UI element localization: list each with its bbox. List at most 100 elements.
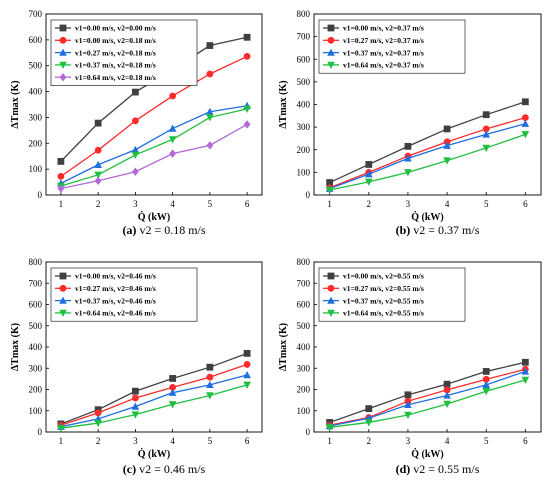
panel-caption: (a) v2 = 0.18 m/s — [122, 223, 205, 237]
series-line — [60, 123, 248, 190]
y-tick-label: 100 — [29, 164, 43, 174]
data-point — [482, 380, 491, 389]
data-point — [131, 394, 139, 402]
series-line — [60, 363, 248, 426]
data-point — [443, 380, 451, 388]
legend-marker — [59, 61, 67, 69]
data-point — [365, 161, 373, 168]
x-axis-label: Q̇ (kW) — [411, 210, 444, 223]
y-tick-label: 400 — [297, 342, 311, 352]
legend-marker — [59, 284, 67, 292]
legend-marker — [59, 48, 67, 56]
caption-text: v2 = 0.18 m/s — [139, 223, 205, 237]
data-point — [443, 386, 451, 394]
data-point — [168, 124, 177, 132]
data-point — [521, 367, 530, 375]
series-line — [329, 101, 526, 184]
legend-label: v1=0.00 m/s, v2=0.55 m/s — [343, 272, 424, 281]
legend-marker — [59, 272, 67, 280]
y-tick-label: 0 — [38, 427, 43, 437]
series-line — [329, 123, 526, 190]
x-tick-label: 3 — [133, 199, 138, 209]
legend-marker — [327, 284, 335, 292]
legend-marker — [327, 48, 335, 56]
x-tick-label: 5 — [208, 436, 213, 446]
legend-label: v1=0.37 m/s, v2=0.55 m/s — [343, 296, 424, 305]
data-point — [243, 349, 251, 357]
y-tick-label: 100 — [29, 406, 43, 416]
y-tick-label: 0 — [38, 190, 43, 200]
legend-label: v1=0.37 m/s, v2=0.46 m/s — [75, 296, 156, 305]
panel-caption: (b) v2 = 0.37 m/s — [396, 223, 480, 237]
legend-label: v1=0.27 m/s, v2=0.18 m/s — [75, 48, 156, 57]
y-tick-label: 200 — [297, 385, 311, 395]
x-tick-label: 2 — [367, 436, 372, 446]
caption-text: v2 = 0.55 m/s — [413, 462, 479, 476]
panel-b: 0 100 200 300 400 500 600 700 800 1 2 3 4 5 6 Q̇ (kW) ΔT… — [278, 9, 542, 237]
data-point — [243, 381, 251, 389]
x-tick-label: 6 — [523, 199, 528, 209]
legend-label: v1=0.27 m/s, v2=0.46 m/s — [75, 284, 156, 293]
y-tick-label: 700 — [29, 9, 43, 19]
y-tick-label: 300 — [29, 363, 43, 373]
legend-label: v1=0.37 m/s, v2=0.37 m/s — [343, 48, 424, 57]
data-point — [94, 119, 102, 127]
legend-marker — [327, 309, 335, 317]
legend-marker — [59, 24, 67, 32]
legend-marker — [327, 24, 335, 32]
data-point — [94, 176, 102, 185]
series-line — [60, 105, 248, 184]
data-point — [443, 400, 451, 408]
y-tick-label: 700 — [29, 278, 43, 288]
legend-label: v1=0.27 m/s, v2=0.55 m/s — [343, 284, 424, 293]
y-tick-label: 600 — [29, 300, 43, 310]
data-point — [57, 184, 65, 193]
legend: v1=0.00 m/s, v2=0.00 m/s v1=0.00 m/s, v2=… — [50, 19, 198, 86]
series-line — [329, 361, 526, 424]
data-point — [443, 125, 451, 133]
y-tick-label: 300 — [29, 112, 43, 122]
data-point — [206, 373, 214, 381]
panel-d: 0 100 200 300 400 500 600 700 800 1 2 3 4 5 6 Q̇ (kW) ΔT… — [278, 257, 542, 476]
data-point — [94, 171, 102, 179]
data-point — [169, 383, 177, 391]
data-point — [404, 142, 412, 150]
data-point — [94, 419, 102, 428]
data-point — [131, 151, 140, 159]
x-tick-label: 1 — [327, 436, 332, 446]
data-point — [243, 53, 251, 60]
series-line — [60, 384, 248, 429]
x-tick-label: 1 — [59, 436, 64, 446]
legend: v1=0.00 m/s, v2=0.37 m/s v1=0.27 m/s, v2=… — [318, 19, 466, 74]
y-tick-label: 400 — [29, 342, 43, 352]
data-point — [94, 160, 102, 168]
data-point — [482, 368, 490, 375]
data-point — [482, 111, 490, 119]
legend-marker — [59, 36, 67, 44]
series-line — [60, 374, 248, 428]
x-tick-label: 6 — [245, 199, 250, 209]
legend-label: v1=0.64 m/s, v2=0.37 m/s — [343, 61, 424, 70]
data-point — [364, 178, 373, 186]
legend: v1=0.00 m/s, v2=0.46 m/s v1=0.27 m/s, v2=… — [50, 267, 198, 322]
panel-caption: (c) v2 = 0.46 m/s — [123, 462, 206, 476]
data-point — [206, 107, 214, 115]
y-tick-label: 100 — [297, 167, 311, 177]
data-point — [325, 186, 334, 195]
legend-marker — [327, 61, 335, 69]
data-point — [57, 424, 65, 433]
y-tick-label: 400 — [29, 87, 43, 97]
data-point — [168, 136, 177, 144]
y-tick-label: 200 — [297, 145, 311, 155]
legend-marker — [327, 272, 335, 280]
data-point — [482, 130, 491, 138]
data-point — [94, 146, 102, 154]
data-point — [443, 391, 451, 399]
data-point — [521, 98, 529, 106]
data-point — [482, 388, 491, 396]
data-point — [206, 70, 214, 78]
data-point — [326, 179, 334, 186]
legend-marker — [327, 296, 335, 304]
x-axis-label: Q̇ (kW) — [411, 447, 444, 460]
